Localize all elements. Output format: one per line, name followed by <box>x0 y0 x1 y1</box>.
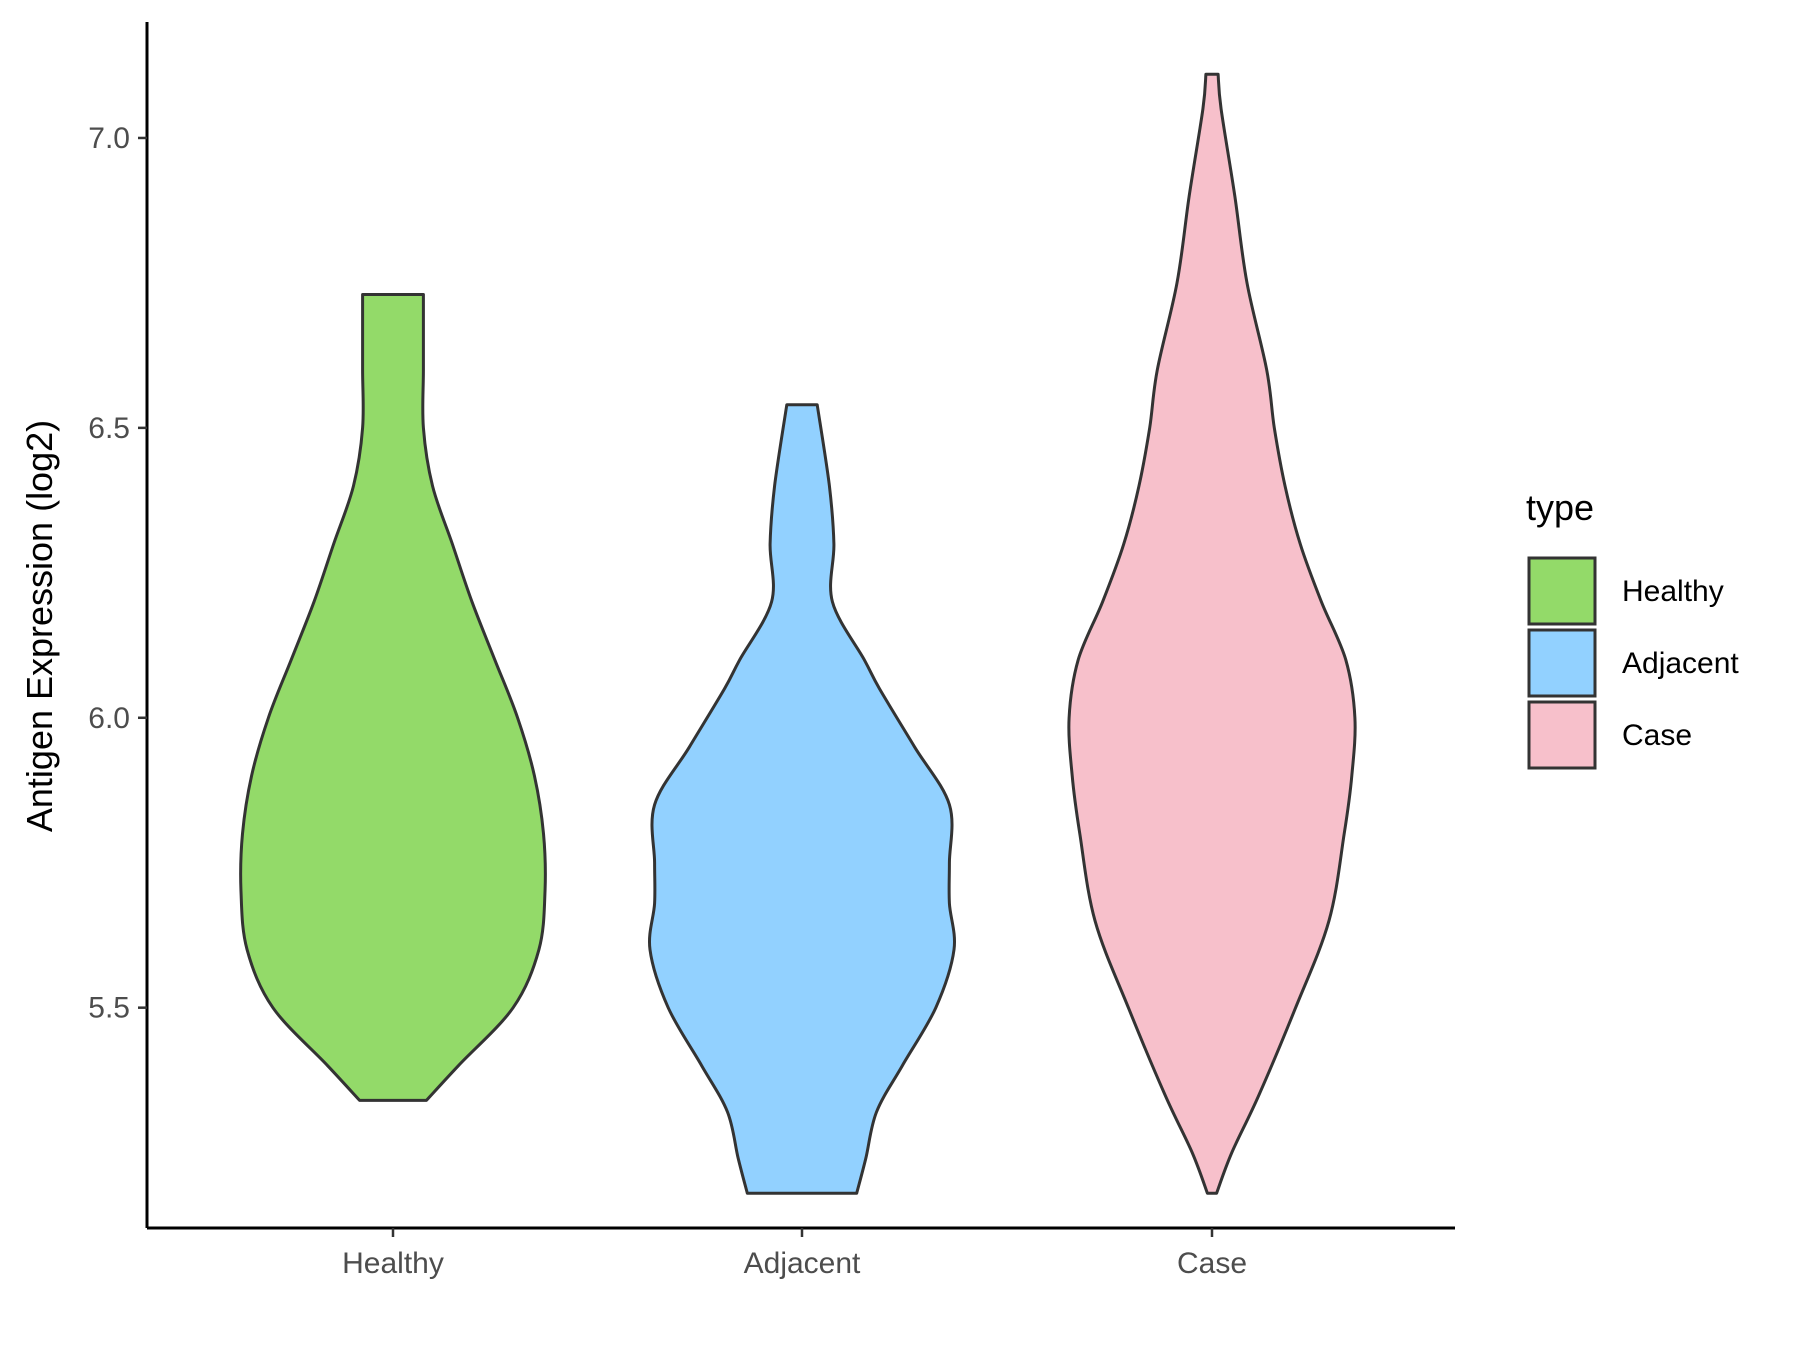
x-tick-label: Adjacent <box>744 1247 861 1280</box>
legend-key-case <box>1527 700 1597 770</box>
violin-case <box>1067 72 1357 1195</box>
y-tick-label: 6.5 <box>88 412 130 445</box>
legend-key-healthy <box>1527 556 1597 626</box>
x-tick-label: Healthy <box>342 1247 444 1280</box>
legend-label-case: Case <box>1622 719 1692 752</box>
legend-title: type <box>1526 487 1594 528</box>
y-tick-label: 6.0 <box>88 702 130 735</box>
x-ticks: Healthy Adjacent Case <box>342 1228 1247 1280</box>
y-tick-label: 7.0 <box>88 122 130 155</box>
y-tick-label: 5.5 <box>88 992 130 1025</box>
violin-adjacent <box>648 403 956 1195</box>
y-axis-title: Antigen Expression (log2) <box>19 420 60 832</box>
y-ticks: 5.5 6.0 6.5 7.0 <box>88 122 147 1025</box>
violin-healthy <box>239 293 547 1102</box>
legend: type Healthy Adjacent Case <box>1526 487 1739 770</box>
x-tick-label: Case <box>1177 1247 1247 1280</box>
legend-label-healthy: Healthy <box>1622 575 1724 608</box>
legend-key-adjacent <box>1527 628 1597 698</box>
violin-layer <box>239 72 1357 1195</box>
legend-label-adjacent: Adjacent <box>1622 647 1739 680</box>
